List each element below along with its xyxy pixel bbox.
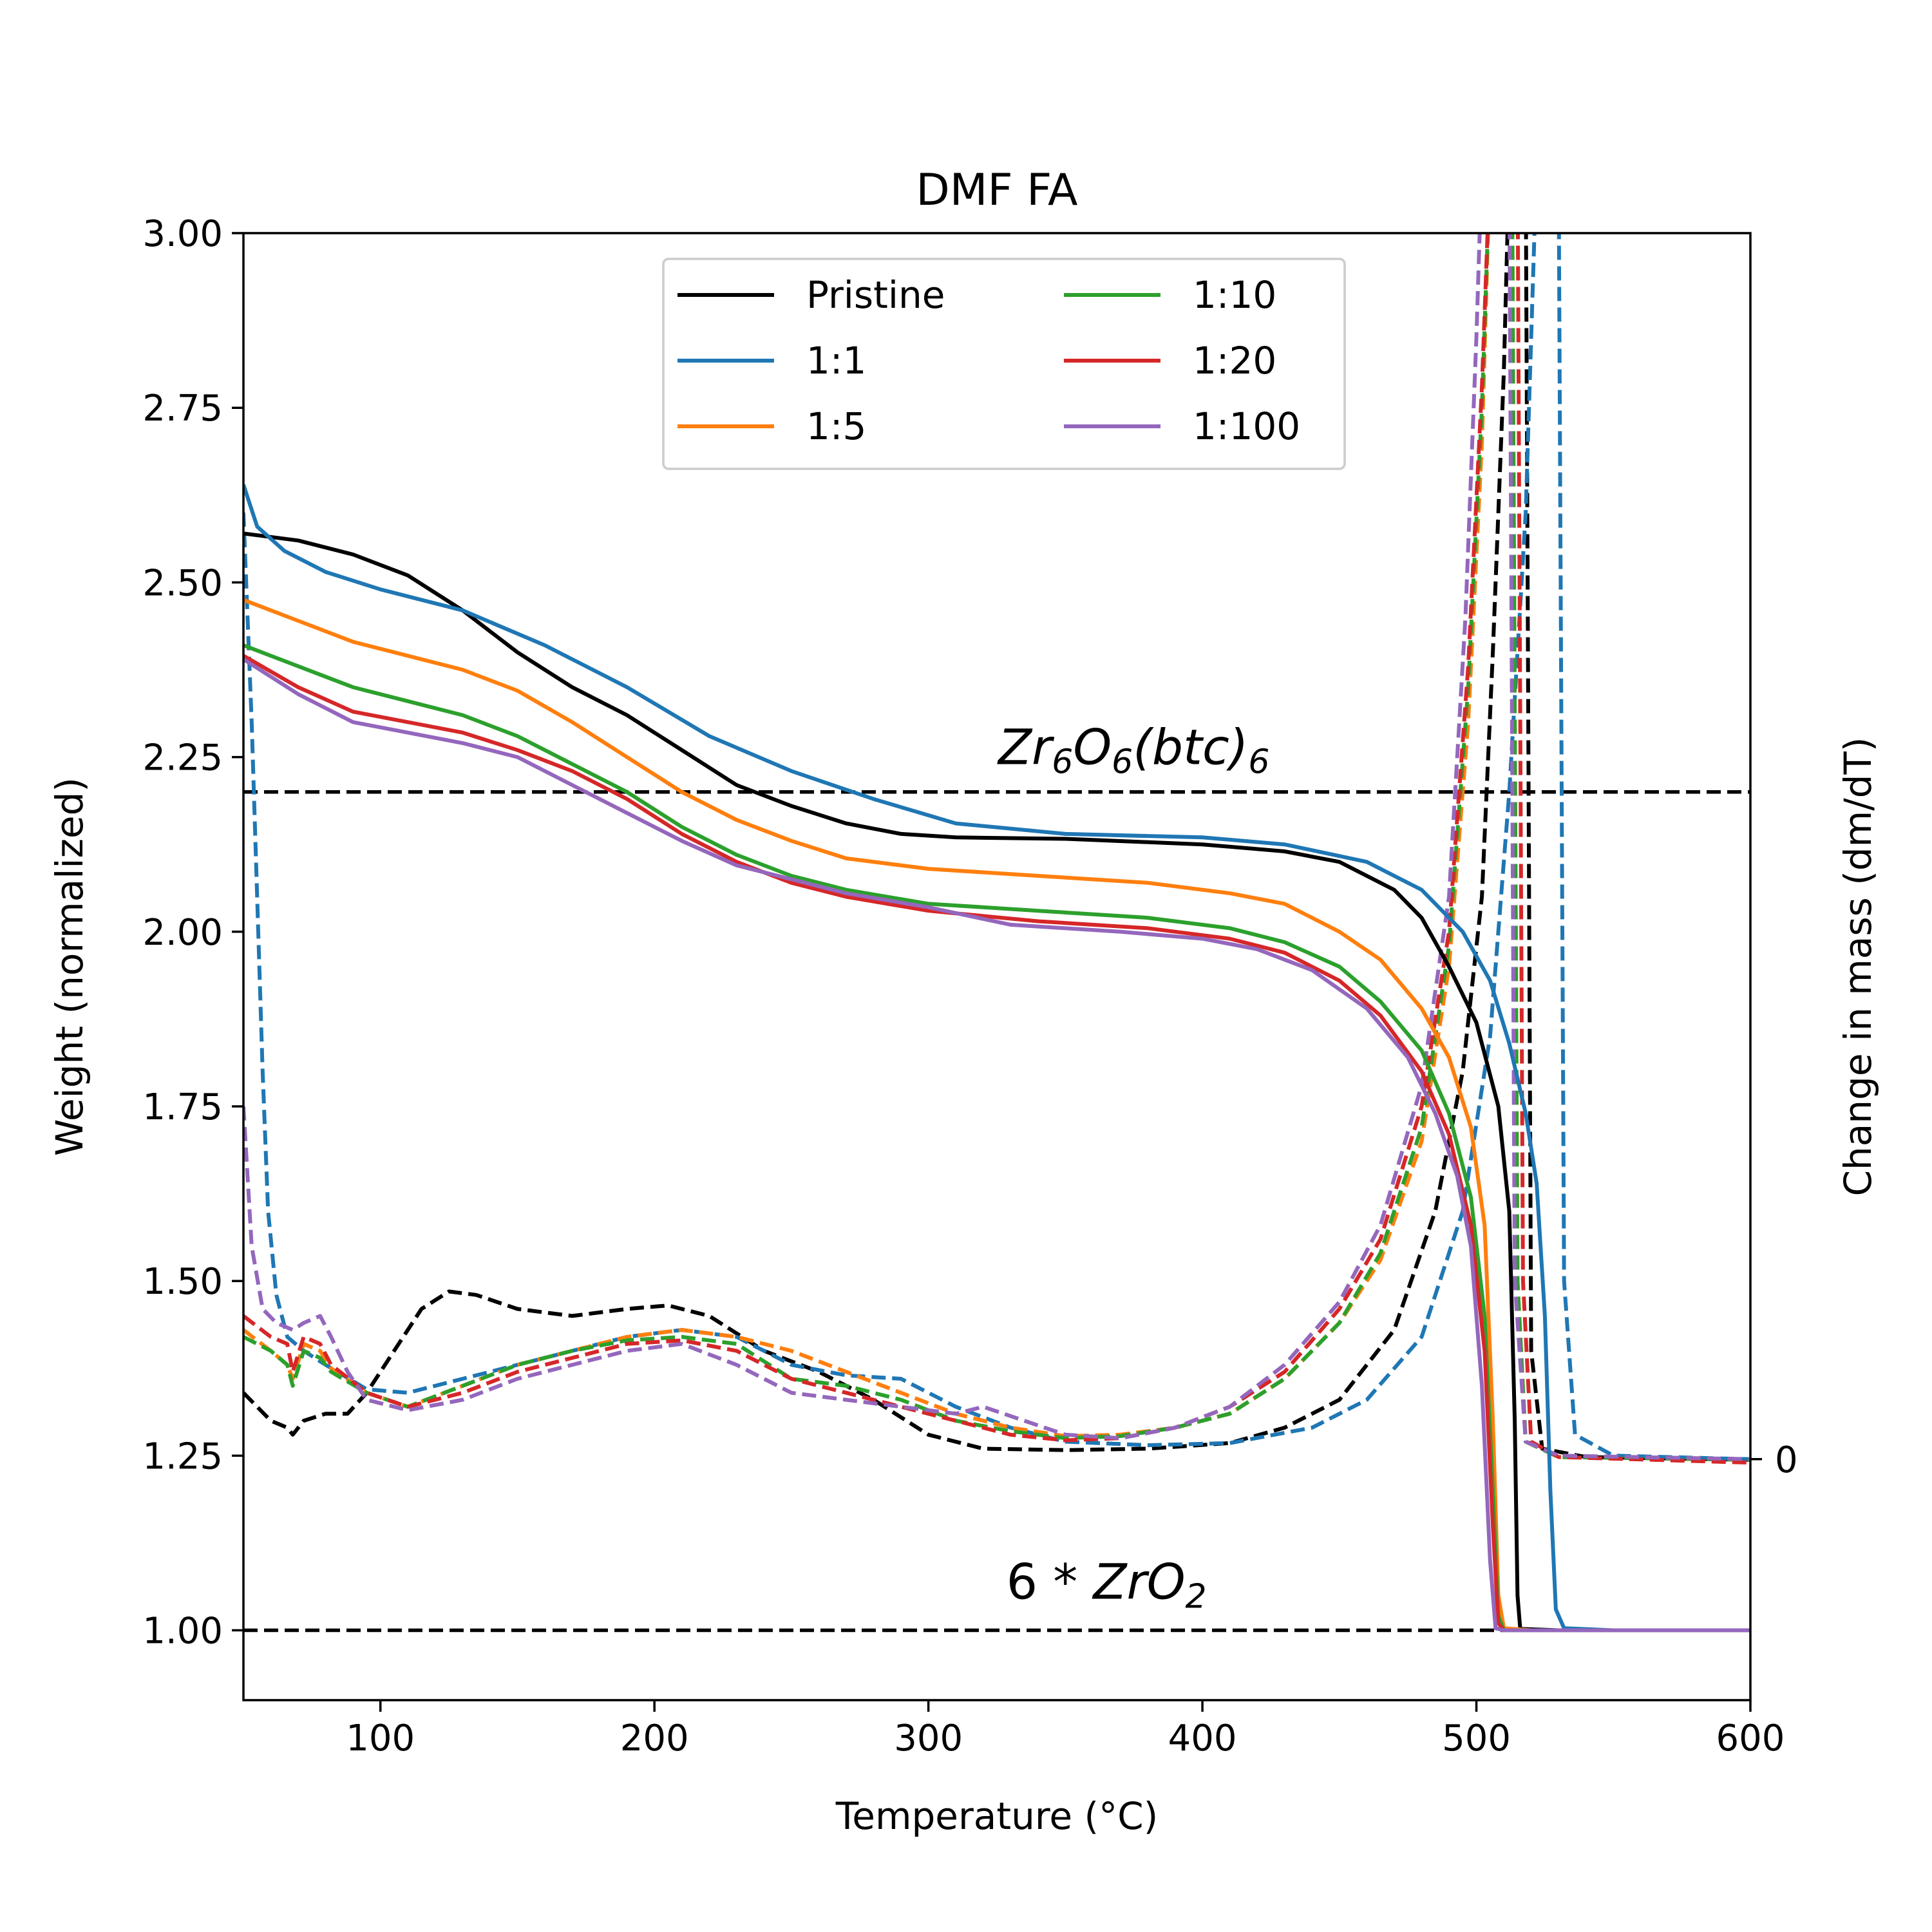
series-group [243, 233, 1750, 1633]
legend-box [662, 258, 1346, 470]
label-part: 6 [1052, 743, 1073, 781]
x-axis: 100 200 300 400 500 600 [346, 1700, 1785, 1759]
y-axis: 1.00 1.25 1.50 1.75 2.00 2.25 2.50 2.75 3.00 [142, 213, 243, 1653]
legend-label: 1:10 [1193, 273, 1276, 317]
legend-label: 1:100 [1193, 404, 1300, 448]
y-tick-label: 2.75 [142, 388, 223, 430]
legend-label: 1:20 [1193, 339, 1276, 383]
x-tick-label: 300 [894, 1718, 963, 1759]
legend: Pristine 1:1 1:5 1:10 1:20 1:100 [662, 258, 1346, 470]
label-part: 6 [1248, 743, 1269, 781]
y-tick-label: 2.50 [142, 562, 223, 604]
x-tick-label: 500 [1442, 1718, 1511, 1759]
legend-label: 1:1 [806, 339, 866, 383]
reference-line-label: Zr6O6(btc)6 [997, 718, 1270, 781]
label-part: 6 [1112, 743, 1133, 781]
label-part: ZrO [1092, 1553, 1185, 1611]
series-1-20-derivative-return-line [1515, 233, 1750, 1465]
y-tick-label: 2.00 [142, 912, 223, 954]
x-tick-label: 400 [1168, 1718, 1237, 1759]
label-part: 2 [1186, 1578, 1207, 1616]
y-tick-label: 1.25 [142, 1435, 223, 1477]
reference-lines [243, 790, 1750, 1633]
series-1-1-weight-line [243, 484, 1750, 1633]
chart-title: DMF FA [916, 165, 1077, 216]
series-1-10-weight-line [243, 643, 1750, 1633]
label-part: 6 * [1007, 1553, 1094, 1611]
series-1-100-derivative-line [243, 233, 1482, 1441]
series-1-5-derivative-line [243, 233, 1490, 1438]
legend-label: 1:5 [806, 404, 866, 448]
y2-tick-label: 0 [1775, 1439, 1798, 1481]
reference-line-label: 6 * ZrO2 [1007, 1553, 1207, 1616]
x-tick-label: 100 [346, 1718, 415, 1759]
y2-axis-label: Change in mass (dm/dT) [1836, 737, 1880, 1196]
series-1-1-derivative-line [243, 233, 1537, 1448]
x-tick-label: 200 [620, 1718, 689, 1759]
series-1-10-derivative-line [243, 233, 1490, 1441]
y-tick-label: 1.75 [142, 1086, 223, 1128]
label-part: (btc) [1133, 718, 1248, 775]
series-1-100-weight-line [243, 658, 1750, 1633]
series-pristine-weight-line [243, 531, 1750, 1633]
legend-label: Pristine [806, 273, 945, 317]
label-part: O [1073, 718, 1112, 775]
y2-axis: 0 [1750, 1439, 1798, 1481]
y-tick-label: 1.50 [142, 1261, 223, 1303]
y-tick-label: 1.00 [142, 1611, 223, 1653]
series-pristine-derivative-line [243, 233, 1510, 1452]
series-1-100-derivative-return-line [1508, 233, 1750, 1461]
x-axis-label: Temperature (°C) [835, 1794, 1159, 1838]
y-tick-label: 3.00 [142, 213, 223, 255]
plot-frame [242, 232, 1752, 1701]
series-1-5-weight-line [243, 598, 1750, 1633]
label-part: Zr [997, 718, 1055, 775]
y-tick-label: 2.25 [142, 737, 223, 779]
x-tick-label: 600 [1716, 1718, 1785, 1759]
y-axis-label: Weight (normalized) [48, 777, 91, 1156]
annotations: Zr6O6(btc)66 * ZrO2 [997, 718, 1270, 1616]
series-1-20-weight-line [243, 654, 1750, 1633]
